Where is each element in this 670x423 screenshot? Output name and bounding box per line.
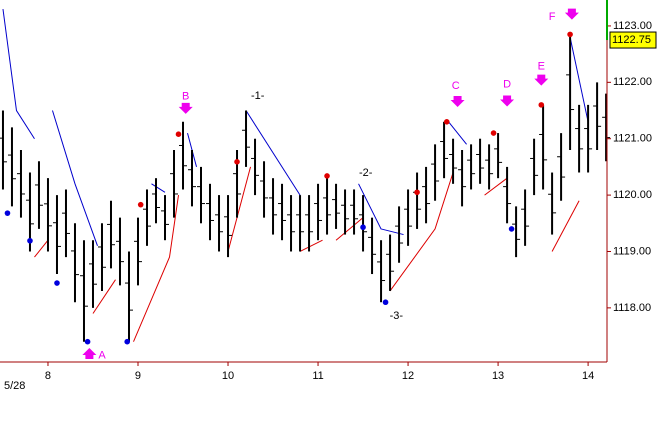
- trend-line: [569, 37, 589, 122]
- wave-arrow: [534, 74, 549, 86]
- trend-line: [484, 177, 508, 196]
- trend-line: [358, 183, 404, 236]
- pivot-dot: [175, 131, 182, 137]
- x-tick-label: 13: [492, 370, 504, 382]
- count-label: -1-: [251, 90, 265, 102]
- trend-line: [187, 132, 197, 168]
- last-price-label: 1122.75: [612, 34, 651, 46]
- trend-line: [551, 200, 580, 252]
- pivot-dot: [137, 201, 144, 208]
- pivot-dot: [414, 189, 420, 196]
- trend-line: [133, 195, 180, 342]
- pivot-dot: [567, 31, 573, 38]
- count-label: -3-: [390, 310, 404, 322]
- pivot-dot: [508, 226, 515, 232]
- wave-arrow: [82, 347, 97, 359]
- pivot-dot: [360, 224, 366, 231]
- pivot-dot: [324, 173, 330, 179]
- wave-label: D: [503, 78, 511, 90]
- pivot-dot: [27, 237, 33, 244]
- wave-arrow: [500, 95, 515, 107]
- y-tick-label: 1120.00: [613, 189, 652, 201]
- y-tick-label: 1119.00: [613, 245, 651, 257]
- trend-line: [92, 279, 116, 314]
- trend-line: [151, 183, 166, 193]
- y-tick-label: 1122.00: [613, 76, 652, 88]
- pivot-dot: [490, 130, 497, 136]
- pivot-dot: [124, 338, 130, 345]
- trend-line: [34, 239, 49, 258]
- trend-line: [245, 110, 301, 196]
- trend-line: [52, 110, 98, 247]
- x-tick-label: 14: [582, 370, 594, 382]
- last-price-box: [609, 31, 657, 49]
- wave-label: F: [549, 11, 556, 23]
- trend-line: [2, 8, 35, 139]
- trend-line: [335, 217, 364, 241]
- plot-area: A B C D E F -1- -2- -3-: [0, 8, 611, 362]
- pivot-dot: [4, 210, 11, 216]
- x-tick-label: 12: [402, 370, 414, 382]
- pivot-dot: [54, 280, 60, 286]
- trend-line: [299, 239, 323, 252]
- wave-label: B: [182, 90, 189, 102]
- trend-line: [448, 121, 467, 145]
- wave-label: A: [98, 350, 106, 362]
- pivot-dot: [538, 102, 545, 108]
- pivot-dot: [84, 338, 91, 345]
- count-label: -2-: [359, 167, 373, 179]
- x-tick-label: 8: [45, 370, 51, 382]
- y-tick-label: 1121.00: [613, 133, 652, 145]
- pivot-dot: [443, 118, 450, 125]
- x-tick-label: 11: [312, 370, 323, 382]
- trend-line: [389, 172, 454, 292]
- x-tick-label: 9: [135, 370, 141, 382]
- wave-arrow: [178, 102, 193, 114]
- date-label: 5/28: [4, 380, 25, 392]
- pivot-dot: [234, 159, 240, 165]
- wave-arrow: [564, 8, 579, 20]
- y-tick-label: 1118.00: [613, 302, 651, 314]
- y-tick-label: 1123.00: [613, 20, 652, 32]
- trend-line: [227, 166, 252, 252]
- wave-arrow: [450, 96, 465, 108]
- pivot-dot: [382, 299, 389, 306]
- wave-label: C: [452, 80, 460, 92]
- x-tick-label: 10: [222, 370, 234, 382]
- wave-label: E: [538, 60, 545, 72]
